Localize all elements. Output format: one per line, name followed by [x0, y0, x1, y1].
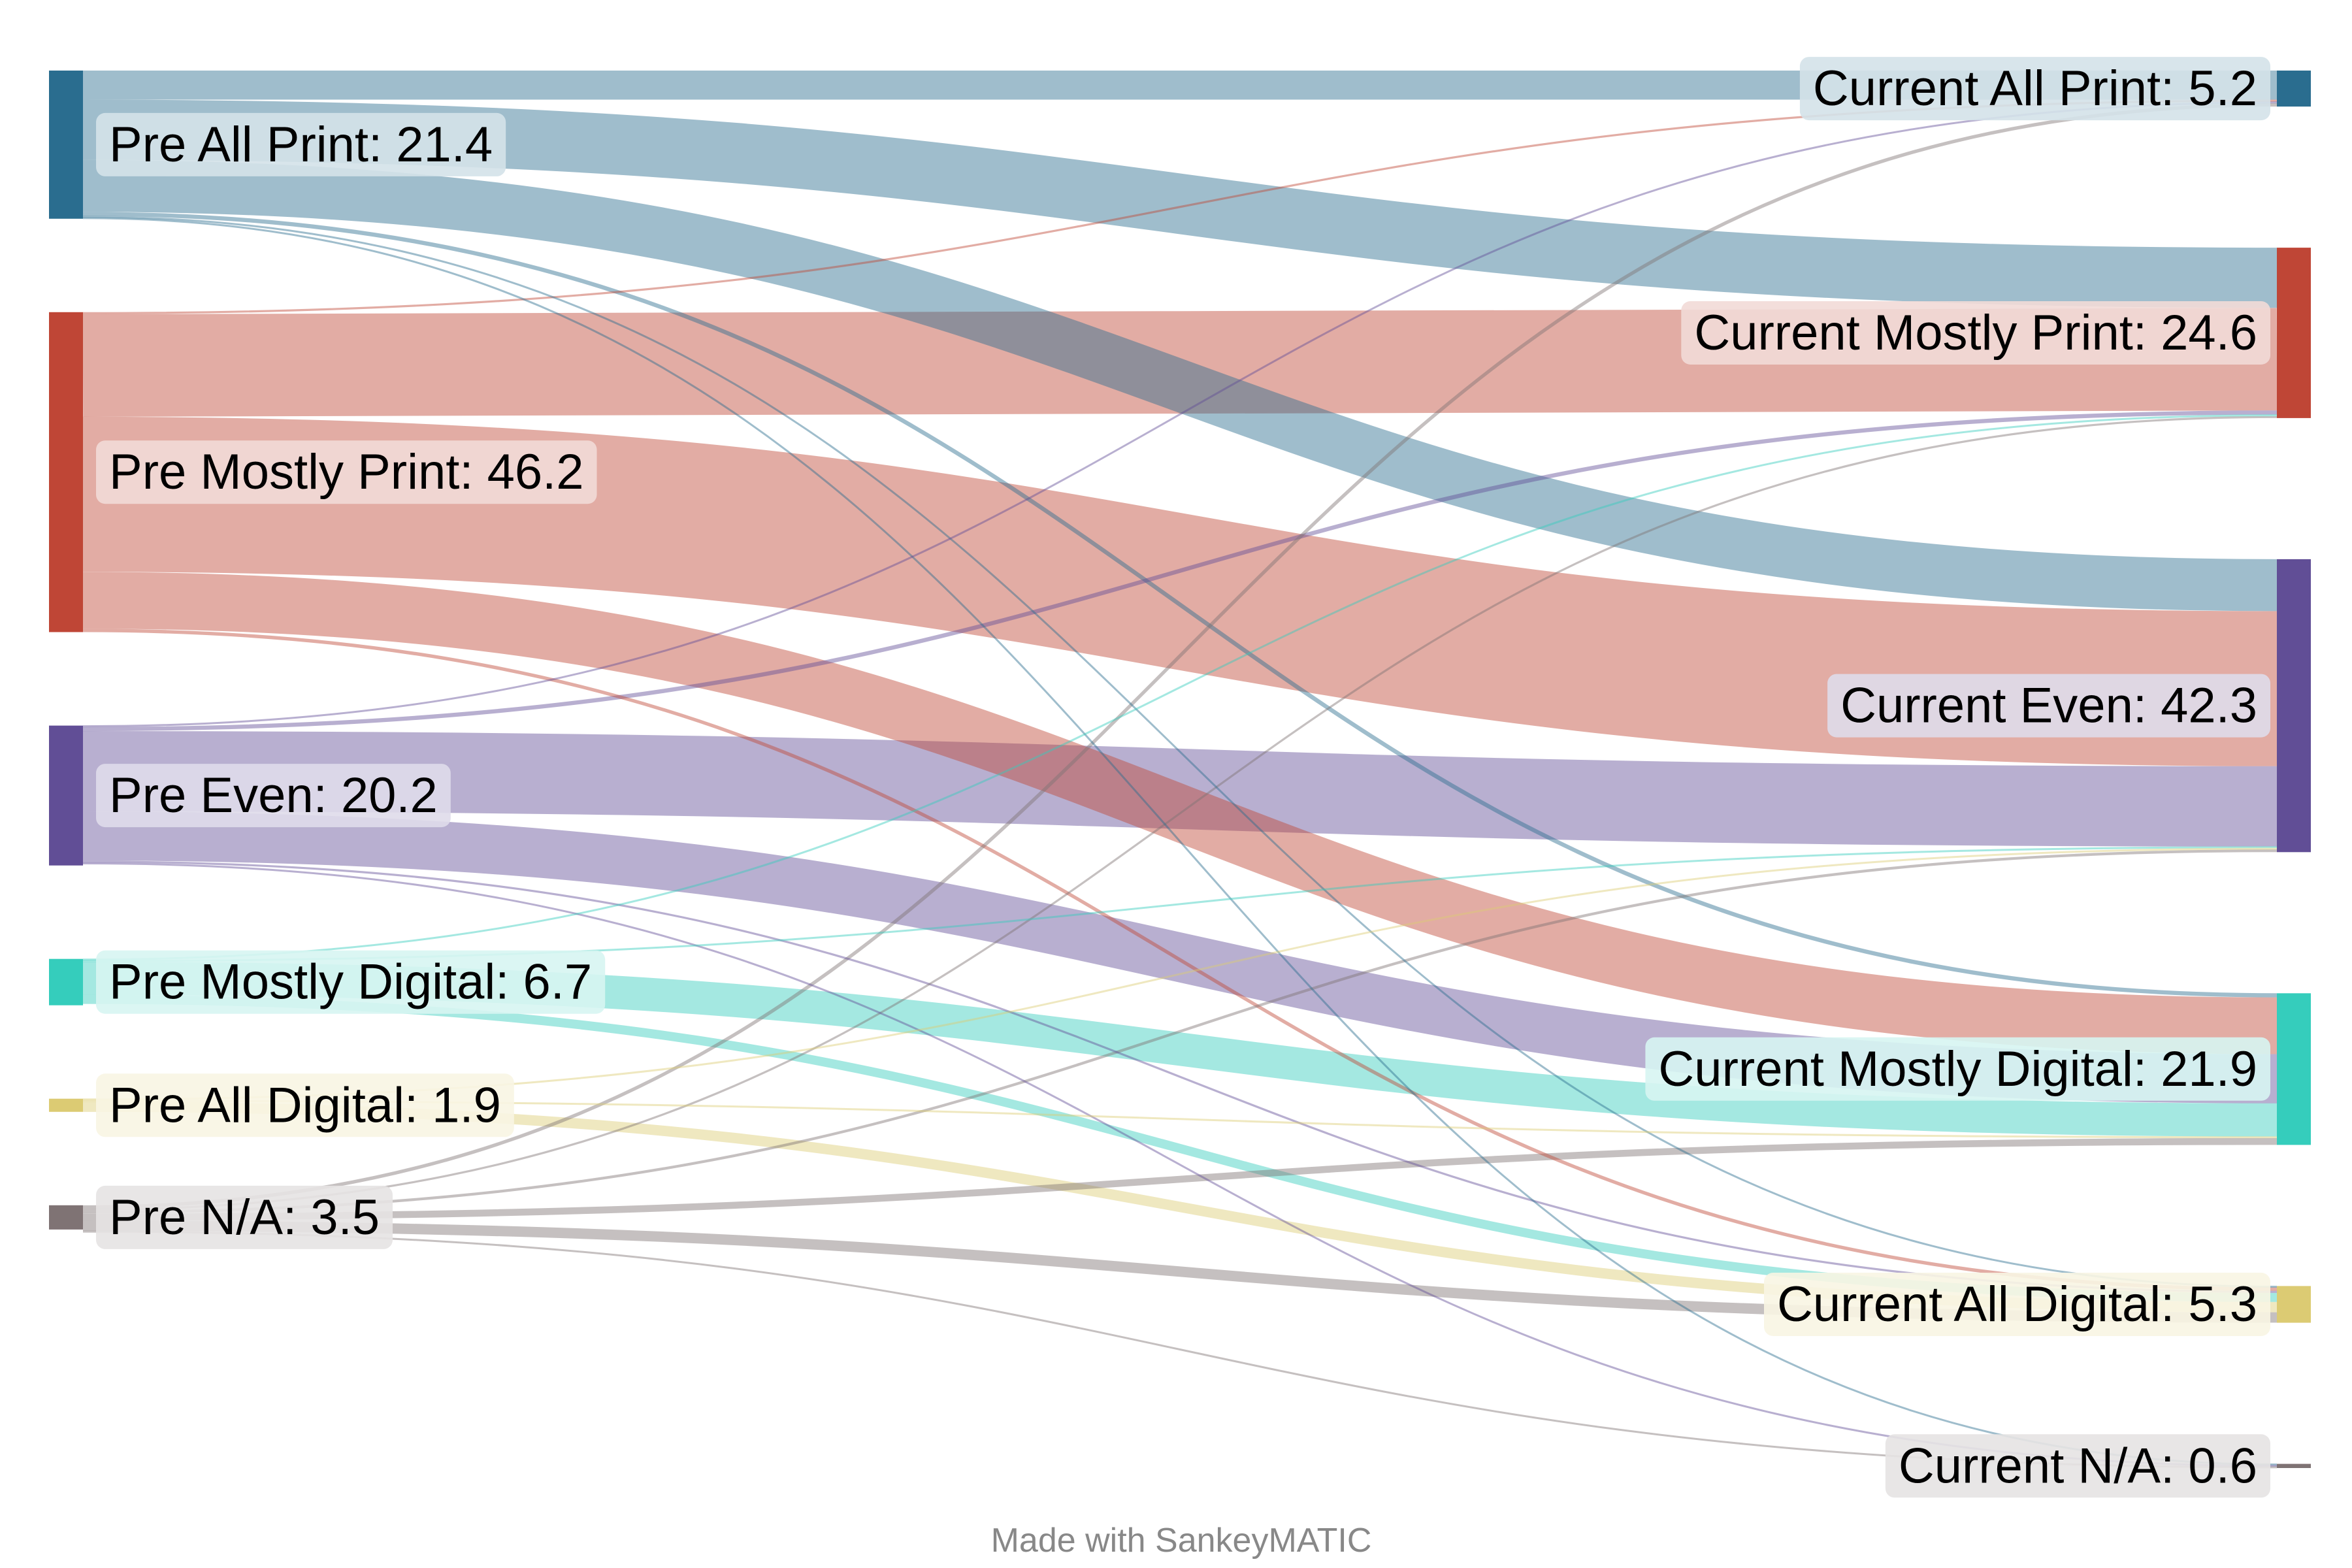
source-label-pre_na: Pre N/A: 3.5 [109, 1190, 380, 1245]
source-label-pre_mostly_digital: Pre Mostly Digital: 6.7 [109, 955, 592, 1010]
target-label-bg-cur_mostly_digital [1645, 1037, 2270, 1101]
flow-pre_all_digital-to-cur_even[interactable] [82, 847, 2278, 1101]
source-label-bg-pre_all_print [96, 112, 506, 176]
target-label-bg-cur_all_print [1799, 57, 2270, 121]
flow-pre_all_print-to-cur_na[interactable] [82, 217, 2278, 1466]
source-label-group-pre_mostly_digital: Pre Mostly Digital: 6.7 [96, 950, 606, 1014]
target-node-cur_mostly_print[interactable] [2277, 248, 2311, 418]
target-label-bg-cur_mostly_print [1681, 301, 2270, 365]
source-node-pre_even[interactable] [49, 725, 83, 866]
flow-pre_even-to-cur_all_digital[interactable] [82, 860, 2278, 1293]
credit-text: Made with SankeyMATIC [991, 1522, 1372, 1560]
target-label-cur_even: Current Even: 42.3 [1840, 678, 2257, 734]
target-node-cur_mostly_digital[interactable] [2277, 993, 2311, 1145]
source-label-bg-pre_na [96, 1185, 393, 1249]
label-layer: Pre All Print: 21.4 Pre Mostly Print: 46.… [96, 57, 2270, 1498]
target-label-bg-cur_even [1827, 674, 2270, 738]
flow-pre_all_print-to-cur_mostly_digital[interactable] [82, 212, 2278, 998]
source-label-bg-pre_mostly_print [96, 440, 597, 504]
target-node-cur_all_digital[interactable] [2277, 1286, 2311, 1323]
target-label-cur_mostly_digital: Current Mostly Digital: 21.9 [1658, 1041, 2257, 1097]
flow-pre_mostly_print-to-cur_mostly_digital[interactable] [82, 572, 2278, 1054]
source-label-group-pre_all_digital: Pre All Digital: 1.9 [96, 1073, 514, 1137]
flow-pre_na-to-cur_even[interactable] [82, 849, 2278, 1214]
flow-pre_all_print-to-cur_mostly_print[interactable] [82, 99, 2278, 308]
source-label-bg-pre_even [96, 764, 451, 828]
flow-pre_na-to-cur_all_print[interactable] [82, 103, 2278, 1209]
flow-pre_even-to-cur_all_print[interactable] [82, 101, 2278, 728]
source-node-pre_all_digital[interactable] [49, 1098, 83, 1112]
source-label-pre_mostly_print: Pre Mostly Print: 46.2 [109, 444, 584, 500]
source-node-pre_mostly_print[interactable] [49, 312, 83, 632]
flow-pre_na-to-cur_mostly_digital[interactable] [82, 1137, 2278, 1221]
target-node-cur_even[interactable] [2277, 559, 2311, 853]
source-node-pre_mostly_digital[interactable] [49, 958, 83, 1005]
flow-pre_all_print-to-cur_even[interactable] [82, 159, 2278, 612]
flow-pre_all_digital-to-cur_mostly_digital[interactable] [82, 1100, 2278, 1139]
flow-pre_all_print-to-cur_all_digital[interactable] [82, 216, 2278, 1288]
source-label-group-pre_na: Pre N/A: 3.5 [96, 1185, 393, 1249]
source-label-group-pre_even: Pre Even: 20.2 [96, 764, 451, 828]
source-label-pre_all_print: Pre All Print: 21.4 [109, 117, 493, 172]
target-label-cur_na: Current N/A: 0.6 [1899, 1438, 2257, 1494]
flow-pre_even-to-cur_mostly_print[interactable] [82, 410, 2278, 732]
flow-pre_na-to-cur_mostly_print[interactable] [82, 416, 2278, 1211]
flow-pre_mostly_print-to-cur_all_digital[interactable] [82, 629, 2278, 1291]
source-node-pre_all_print[interactable] [49, 71, 83, 219]
node-layer [49, 71, 2311, 1468]
flow-pre_even-to-cur_na[interactable] [82, 862, 2278, 1467]
target-label-group-cur_all_digital: Current All Digital: 5.3 [1764, 1273, 2270, 1336]
target-label-bg-cur_all_digital [1764, 1273, 2270, 1336]
source-node-pre_na[interactable] [49, 1205, 83, 1230]
target-label-group-cur_even: Current Even: 42.3 [1827, 674, 2270, 738]
target-label-cur_all_print: Current All Print: 5.2 [1813, 61, 2257, 116]
source-label-pre_even: Pre Even: 20.2 [109, 768, 438, 823]
target-node-cur_na[interactable] [2277, 1463, 2311, 1468]
target-label-group-cur_all_print: Current All Print: 5.2 [1799, 57, 2270, 121]
flow-pre_na-to-cur_na[interactable] [82, 1230, 2278, 1469]
flow-pre_even-to-cur_even[interactable] [82, 731, 2278, 847]
source-label-bg-pre_all_digital [96, 1073, 514, 1137]
source-label-bg-pre_mostly_digital [96, 950, 606, 1014]
target-label-group-cur_mostly_digital: Current Mostly Digital: 21.9 [1645, 1037, 2270, 1101]
target-label-group-cur_na: Current N/A: 0.6 [1885, 1434, 2270, 1498]
flow-pre_mostly_digital-to-cur_mostly_print[interactable] [82, 414, 2278, 961]
target-label-bg-cur_na [1885, 1434, 2270, 1498]
source-label-group-pre_mostly_print: Pre Mostly Print: 46.2 [96, 440, 597, 504]
target-node-cur_all_print[interactable] [2277, 71, 2311, 107]
source-label-group-pre_all_print: Pre All Print: 21.4 [96, 112, 506, 176]
source-label-pre_all_digital: Pre All Digital: 1.9 [109, 1077, 501, 1133]
target-label-group-cur_mostly_print: Current Mostly Print: 24.6 [1681, 301, 2270, 365]
target-label-cur_all_digital: Current All Digital: 5.3 [1777, 1277, 2257, 1332]
target-label-cur_mostly_print: Current Mostly Print: 24.6 [1694, 305, 2257, 361]
